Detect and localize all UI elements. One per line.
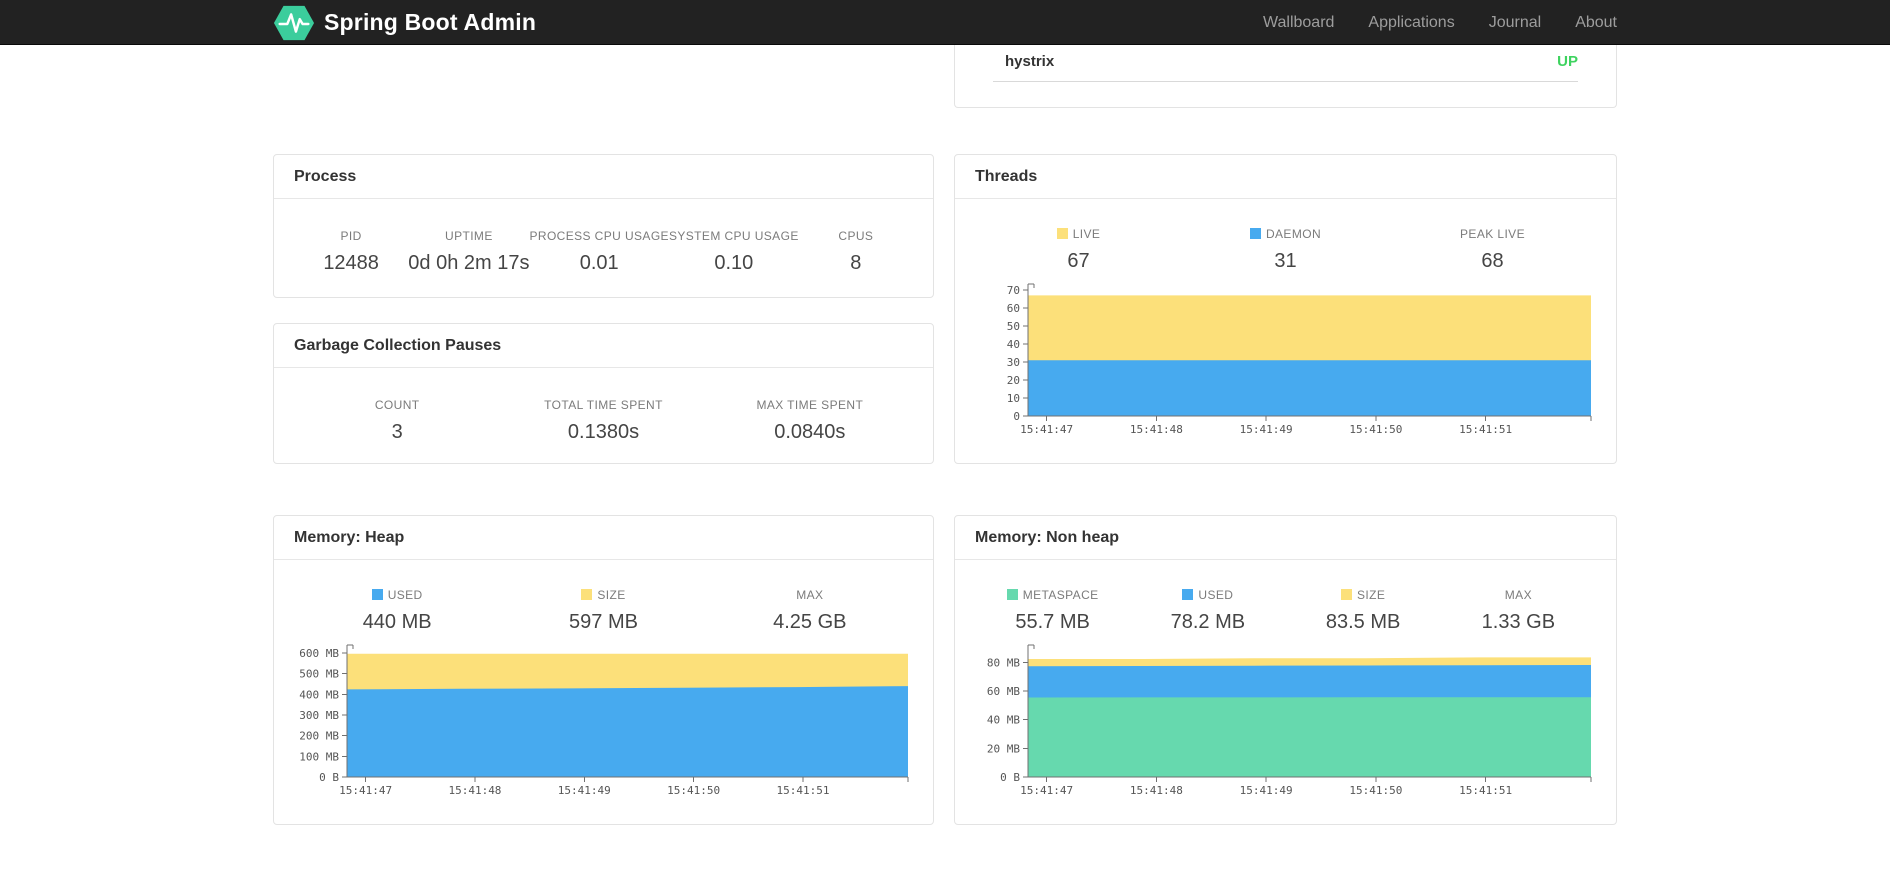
stat-system-cpu-usage: SYSTEM CPU USAGE 0.10 bbox=[668, 229, 799, 274]
stat-gc-count: COUNT 3 bbox=[374, 398, 420, 443]
stat-nonheap-used: USED 78.2 MB bbox=[1170, 588, 1246, 633]
gc-stats: COUNT 3 TOTAL TIME SPENT 0.1380s MAX TIM… bbox=[274, 368, 933, 444]
svg-text:20: 20 bbox=[1007, 374, 1020, 387]
application-row[interactable]: hystrix UP bbox=[955, 45, 1616, 81]
svg-text:70: 70 bbox=[1007, 284, 1020, 297]
stat-heap-max: MAX 4.25 GB bbox=[773, 588, 847, 633]
threads-card: Threads LIVE 67 DAEMON 31 PEAK LIVE 68 bbox=[954, 154, 1617, 464]
used-legend-swatch-icon bbox=[1182, 589, 1194, 600]
nav-item-applications[interactable]: Applications bbox=[1368, 13, 1455, 31]
stat-nonheap-max: MAX 1.33 GB bbox=[1481, 588, 1556, 633]
memory-nonheap-chart: 0 B 20 MB 40 MB 60 MB 80 MB 15:41:47 15:41:48 1… bbox=[987, 644, 1592, 797]
live-legend-swatch-icon bbox=[1056, 228, 1068, 239]
stat-threads-daemon: DAEMON 31 bbox=[1182, 227, 1389, 273]
svg-text:400 MB: 400 MB bbox=[299, 688, 339, 701]
threads-legend: LIVE 67 DAEMON 31 PEAK LIVE 68 bbox=[955, 199, 1616, 273]
svg-text:30: 30 bbox=[1007, 356, 1020, 369]
stat-heap-used: USED 440 MB bbox=[362, 588, 432, 633]
stat-gc-max-time: MAX TIME SPENT 0.0840s bbox=[756, 398, 864, 443]
application-status-badge: UP bbox=[1557, 53, 1578, 70]
brand-title: Spring Boot Admin bbox=[324, 9, 537, 35]
left-column-spacer bbox=[273, 45, 934, 108]
metaspace-legend-swatch-icon bbox=[1006, 589, 1018, 600]
spring-boot-admin-logo-icon bbox=[273, 3, 315, 43]
process-stats: PID 12488 UPTIME 0d 0h 2m 17s PROCESS CP… bbox=[274, 199, 933, 275]
row-divider bbox=[993, 81, 1578, 82]
svg-text:60 MB: 60 MB bbox=[987, 685, 1020, 698]
svg-text:0 B: 0 B bbox=[1000, 771, 1020, 784]
svg-text:200 MB: 200 MB bbox=[299, 730, 339, 743]
process-card-title: Process bbox=[274, 155, 933, 199]
stat-pid: PID 12488 bbox=[323, 229, 379, 274]
svg-text:15:41:48: 15:41:48 bbox=[1130, 423, 1183, 436]
stat-nonheap-size: SIZE 83.5 MB bbox=[1325, 588, 1401, 633]
process-card: Process PID 12488 UPTIME 0d 0h 2m 17s PR… bbox=[273, 154, 934, 298]
nav-item-about[interactable]: About bbox=[1575, 13, 1617, 31]
nav-item-journal[interactable]: Journal bbox=[1488, 13, 1542, 31]
svg-text:15:41:51: 15:41:51 bbox=[1459, 784, 1512, 797]
svg-text:40: 40 bbox=[1007, 338, 1020, 351]
threads-chart: 0 10 20 30 40 50 60 70 15:41:47 15:41:48 15:41:49 1… bbox=[1007, 283, 1592, 436]
nav-links: Wallboard Applications Journal About bbox=[1229, 14, 1617, 32]
gc-card-title: Garbage Collection Pauses bbox=[274, 324, 933, 368]
svg-text:0 B: 0 B bbox=[319, 771, 339, 784]
brand-link[interactable]: Spring Boot Admin bbox=[273, 3, 536, 43]
svg-text:15:41:50: 15:41:50 bbox=[1349, 784, 1402, 797]
svg-text:80 MB: 80 MB bbox=[987, 656, 1020, 669]
stat-threads-live: LIVE 67 bbox=[975, 227, 1182, 273]
size-legend-swatch-icon bbox=[581, 589, 593, 600]
svg-text:15:41:51: 15:41:51 bbox=[1459, 423, 1512, 436]
svg-text:60: 60 bbox=[1007, 302, 1020, 315]
svg-text:20 MB: 20 MB bbox=[987, 742, 1020, 755]
navbar: Spring Boot Admin Wallboard Applications… bbox=[0, 0, 1890, 45]
memory-heap-card: Memory: Heap USED 440 MB SIZE 597 MB MAX… bbox=[273, 515, 934, 825]
svg-text:50: 50 bbox=[1007, 320, 1020, 333]
svg-text:15:41:50: 15:41:50 bbox=[667, 784, 720, 797]
nav-item-wallboard[interactable]: Wallboard bbox=[1262, 13, 1335, 31]
memory-nonheap-card: Memory: Non heap METASPACE 55.7 MB USED … bbox=[954, 515, 1617, 825]
threads-card-title: Threads bbox=[955, 155, 1616, 199]
stat-gc-total-time: TOTAL TIME SPENT 0.1380s bbox=[544, 398, 663, 443]
svg-text:600 MB: 600 MB bbox=[299, 647, 339, 660]
stat-threads-peak-live: PEAK LIVE 68 bbox=[1460, 227, 1525, 272]
svg-text:500 MB: 500 MB bbox=[299, 668, 339, 681]
daemon-legend-swatch-icon bbox=[1249, 228, 1261, 239]
svg-text:15:41:49: 15:41:49 bbox=[1240, 784, 1293, 797]
stat-heap-size: SIZE 597 MB bbox=[569, 588, 638, 633]
stat-uptime: UPTIME 0d 0h 2m 17s bbox=[408, 229, 530, 274]
nonheap-legend: METASPACE 55.7 MB USED 78.2 MB SIZE 83.5… bbox=[955, 560, 1616, 634]
application-status-card: hystrix UP bbox=[954, 45, 1617, 108]
svg-text:15:41:49: 15:41:49 bbox=[1240, 423, 1293, 436]
svg-text:300 MB: 300 MB bbox=[299, 709, 339, 722]
svg-text:15:41:49: 15:41:49 bbox=[558, 784, 611, 797]
svg-text:15:41:47: 15:41:47 bbox=[339, 784, 392, 797]
svg-text:0: 0 bbox=[1013, 410, 1020, 423]
used-legend-swatch-icon bbox=[371, 589, 383, 600]
svg-text:100 MB: 100 MB bbox=[299, 750, 339, 763]
heap-card-title: Memory: Heap bbox=[274, 516, 933, 560]
svg-text:15:41:47: 15:41:47 bbox=[1020, 784, 1073, 797]
application-name[interactable]: hystrix bbox=[1005, 53, 1055, 70]
svg-text:15:41:48: 15:41:48 bbox=[1130, 784, 1183, 797]
svg-text:15:41:50: 15:41:50 bbox=[1349, 423, 1402, 436]
nonheap-card-title: Memory: Non heap bbox=[955, 516, 1616, 560]
memory-heap-chart: 0 B 100 MB 200 MB 300 MB 400 MB 500 MB 600 MB 1… bbox=[299, 644, 909, 797]
svg-text:40 MB: 40 MB bbox=[987, 714, 1020, 727]
stat-cpus: CPUS 8 bbox=[838, 229, 874, 274]
svg-text:15:41:47: 15:41:47 bbox=[1020, 423, 1073, 436]
size-legend-swatch-icon bbox=[1340, 589, 1352, 600]
svg-text:15:41:48: 15:41:48 bbox=[448, 784, 501, 797]
svg-text:15:41:51: 15:41:51 bbox=[777, 784, 830, 797]
heap-legend: USED 440 MB SIZE 597 MB MAX 4.25 GB bbox=[274, 560, 933, 634]
stat-nonheap-metaspace: METASPACE 55.7 MB bbox=[975, 588, 1130, 634]
gc-pauses-card: Garbage Collection Pauses COUNT 3 TOTAL … bbox=[273, 323, 934, 464]
stat-process-cpu-usage: PROCESS CPU USAGE 0.01 bbox=[529, 229, 669, 274]
svg-text:10: 10 bbox=[1007, 392, 1020, 405]
